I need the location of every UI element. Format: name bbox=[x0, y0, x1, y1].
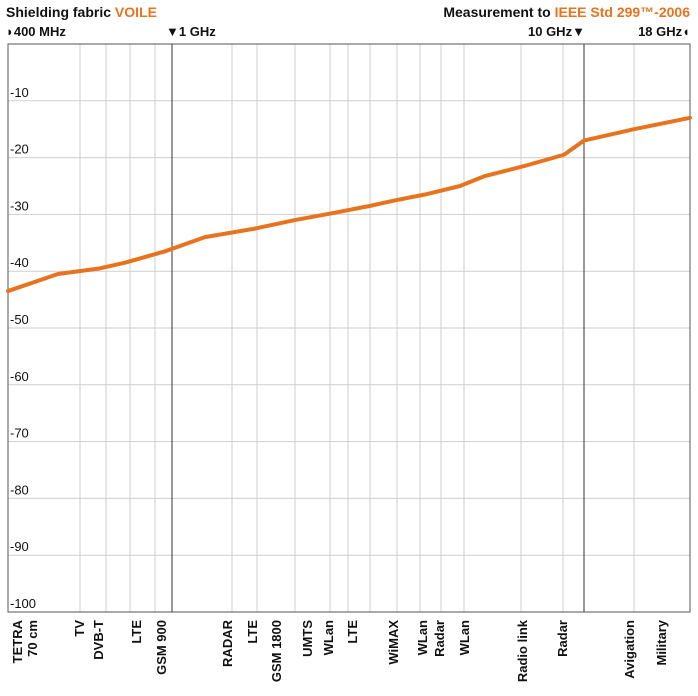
measurement-prefix: Measurement to bbox=[443, 4, 555, 20]
x-category-label: GSM 900 bbox=[154, 620, 169, 675]
product-name: VOILE bbox=[114, 4, 157, 20]
y-tick-label: -90 bbox=[10, 539, 29, 554]
freq-marker-400mhz: ◗400 MHz bbox=[6, 24, 66, 39]
y-tick-label: -50 bbox=[10, 312, 29, 327]
x-category-label: Radar bbox=[432, 620, 447, 657]
chart-title-left: Shielding fabric VOILE bbox=[6, 4, 157, 20]
y-tick-label: -20 bbox=[10, 142, 29, 157]
x-category-label: Avigation bbox=[622, 620, 637, 679]
series-line bbox=[6, 115, 692, 294]
standard-name: IEEE Std 299™-2006 bbox=[554, 4, 690, 20]
y-tick-label: -40 bbox=[10, 255, 29, 270]
plot-frame bbox=[7, 43, 691, 613]
x-category-label: 70 cm bbox=[25, 620, 40, 657]
x-category-label: DVB-T bbox=[91, 620, 106, 660]
y-tick-label: -10 bbox=[10, 85, 29, 100]
x-category-label: LTE bbox=[345, 620, 360, 644]
y-tick-label: -100 bbox=[10, 596, 36, 611]
x-category-label: RADAR bbox=[220, 619, 235, 667]
title-prefix: Shielding fabric bbox=[6, 4, 115, 20]
y-tick-label: -70 bbox=[10, 426, 29, 441]
y-tick-label: -80 bbox=[10, 482, 29, 497]
x-category-label: WLan bbox=[321, 620, 336, 655]
x-category-label: Military bbox=[654, 619, 669, 665]
x-category-label: GSM 1800 bbox=[269, 620, 284, 682]
x-category-label: UMTS bbox=[300, 620, 315, 657]
x-category-label: WiMAX bbox=[386, 620, 401, 665]
x-category-label: Radio link bbox=[515, 619, 530, 682]
x-category-label: LTE bbox=[245, 620, 260, 644]
x-category-label: LTE bbox=[129, 620, 144, 644]
y-tick-label: -60 bbox=[10, 369, 29, 384]
x-category-label: TETRA bbox=[10, 619, 25, 663]
x-category-label: TV bbox=[72, 620, 87, 637]
freq-marker-1ghz: ▼1 GHz bbox=[166, 24, 216, 39]
chart-title-right: Measurement to IEEE Std 299™-2006 bbox=[443, 4, 690, 20]
y-tick-label: -30 bbox=[10, 198, 29, 213]
freq-marker-18ghz: 18 GHz◖ bbox=[638, 24, 690, 39]
freq-marker-10ghz: 10 GHz▼ bbox=[528, 24, 585, 39]
x-category-label: WLan bbox=[457, 620, 472, 655]
x-category-label: Radar bbox=[555, 620, 570, 657]
x-category-label: WLan bbox=[415, 620, 430, 655]
